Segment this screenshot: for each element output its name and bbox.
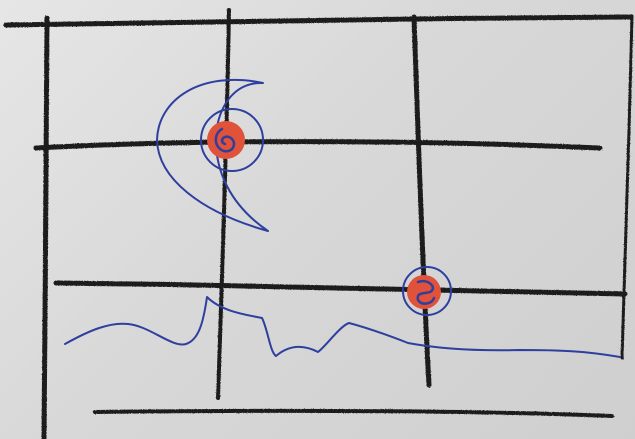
crescent-outline — [156, 78, 269, 232]
grid-line-middle — [33, 139, 603, 151]
wavy-line — [64, 296, 621, 358]
red-marker-lower — [402, 266, 452, 316]
grid-lines — [3, 8, 634, 439]
marker-upper-dot — [207, 121, 245, 159]
grid-line-center — [216, 8, 231, 400]
grid-line-lower — [53, 280, 628, 297]
red-marker-upper — [200, 108, 264, 172]
marker-upper-ring — [200, 108, 264, 172]
marker-upper-scribble — [214, 127, 236, 153]
marker-lower-ring — [402, 266, 452, 316]
grid-line-right — [620, 14, 634, 360]
grid-line-top — [3, 14, 633, 28]
grid-line-left — [41, 15, 50, 439]
grid-line-right-center — [411, 14, 432, 388]
grid-line-bottom — [93, 408, 614, 418]
blue-curves — [64, 78, 621, 358]
marker-lower-scribble — [416, 279, 436, 305]
